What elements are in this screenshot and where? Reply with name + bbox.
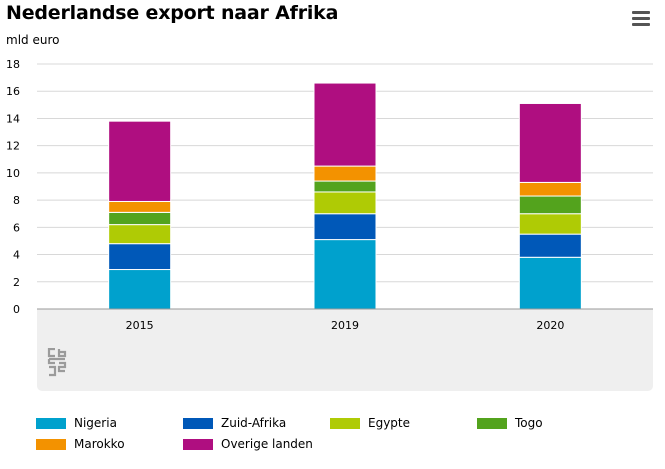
legend-swatch [330, 418, 360, 429]
chart-title: Nederlandse export naar Afrika [6, 2, 339, 24]
bars [108, 82, 582, 310]
bar-segment[interactable] [518, 213, 582, 235]
hamburger-menu-icon[interactable] [630, 8, 652, 28]
bar-segment[interactable] [108, 224, 172, 245]
y-tick-label: 18 [6, 58, 20, 71]
x-category-label: 2015 [126, 319, 154, 332]
y-tick-label: 14 [6, 112, 20, 125]
legend-swatch [183, 418, 213, 429]
y-tick-label: 4 [13, 249, 20, 262]
legend-swatch [36, 418, 66, 429]
bar-segment[interactable] [108, 269, 172, 310]
legend-label: Overige landen [221, 437, 313, 451]
bar-segment[interactable] [313, 213, 377, 241]
bar-segment[interactable] [313, 165, 377, 182]
bar-segment[interactable] [313, 239, 377, 310]
plot-footer-top-fill [37, 309, 653, 317]
y-tick-label: 2 [13, 276, 20, 289]
bar-segment[interactable] [313, 191, 377, 215]
legend-swatch [36, 439, 66, 450]
legend-label: Togo [515, 416, 543, 430]
legend-label: Zuid-Afrika [221, 416, 287, 430]
x-category-label: 2019 [331, 319, 359, 332]
y-tick-label: 10 [6, 167, 20, 180]
cbs-logo-icon [47, 348, 67, 377]
legend-label: Nigeria [74, 416, 117, 430]
bar-segment[interactable] [518, 181, 582, 197]
y-axis-label: mld euro [6, 33, 60, 47]
bar-segment[interactable] [108, 243, 172, 271]
y-tick-label: 8 [13, 194, 20, 207]
y-tick-labels: 0 2 4 6 8 10 12 14 16 18 [6, 58, 20, 316]
category-labels: 2015 2019 2020 [126, 319, 565, 332]
bar-segment[interactable] [313, 82, 377, 167]
legend-swatch [183, 439, 213, 450]
bar-segment[interactable] [108, 200, 172, 213]
bar-segment[interactable] [108, 120, 172, 202]
bar-segment[interactable] [518, 195, 582, 215]
plot-footer-background [37, 309, 653, 391]
bar-segment[interactable] [518, 233, 582, 258]
x-category-label: 2020 [536, 319, 564, 332]
y-tick-label: 12 [6, 140, 20, 153]
legend-label: Marokko [74, 437, 125, 451]
y-tick-label: 6 [13, 221, 20, 234]
y-tick-label: 0 [13, 303, 20, 316]
bar-segment[interactable] [313, 180, 377, 193]
legend-label: Egypte [368, 416, 411, 430]
legend-swatch [477, 418, 507, 429]
y-tick-label: 16 [6, 85, 20, 98]
bar-segment[interactable] [518, 256, 582, 310]
bar-segment[interactable] [518, 102, 582, 183]
bar-segment[interactable] [108, 211, 172, 226]
